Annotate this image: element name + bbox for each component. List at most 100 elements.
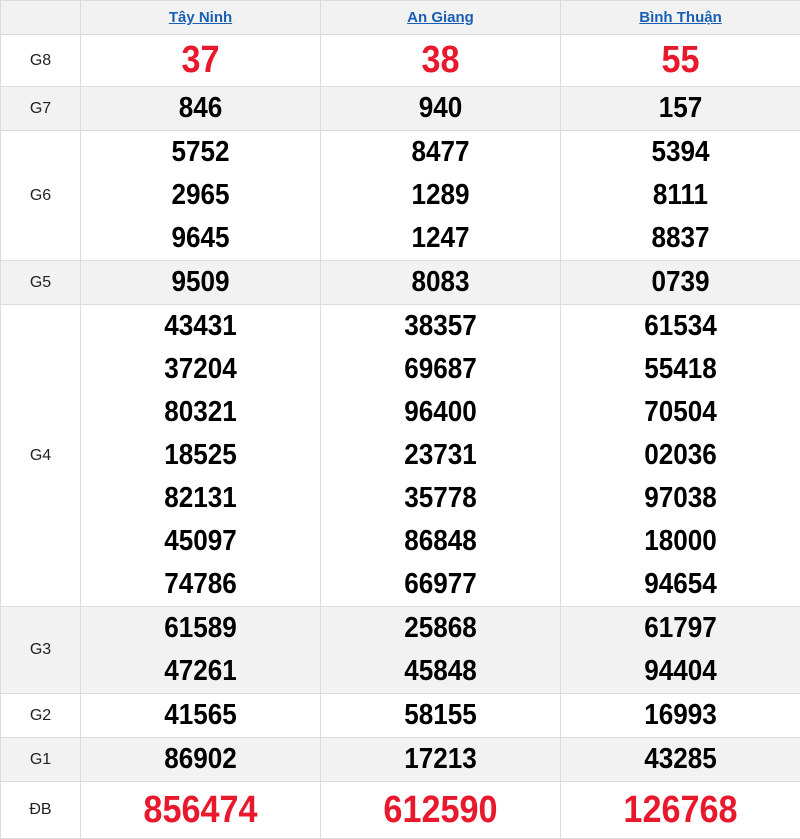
prize-row-g1: G1 86902 17213 43285: [1, 738, 800, 782]
prize-label: G1: [1, 738, 81, 782]
result-number: 5752: [93, 131, 308, 174]
result-number: 9509: [93, 261, 308, 304]
result-number: 43285: [573, 738, 788, 781]
result-number: 61589: [93, 607, 308, 650]
result-number: 82131: [93, 477, 308, 520]
result-number: 94404: [573, 650, 788, 693]
result-number: 96400: [333, 391, 548, 434]
prize-label: G3: [1, 607, 81, 694]
province-link-binh-thuan[interactable]: Bình Thuận: [639, 9, 722, 26]
result-number: 70504: [573, 391, 788, 434]
result-cell: 17213: [321, 738, 561, 782]
result-number: 86848: [333, 520, 548, 563]
prize-label: G7: [1, 87, 81, 131]
result-number: 8477: [333, 131, 548, 174]
result-number: 97038: [573, 477, 788, 520]
result-number: 0739: [573, 261, 788, 304]
prize-label: G5: [1, 261, 81, 305]
result-cell: 86902: [81, 738, 321, 782]
result-number: 16993: [573, 694, 788, 737]
result-number: 55: [573, 35, 788, 86]
result-cell: 43285: [561, 738, 800, 782]
result-number: 41565: [93, 694, 308, 737]
result-number: 66977: [333, 563, 548, 606]
result-number: 856474: [93, 782, 308, 838]
result-number: 80321: [93, 391, 308, 434]
result-number: 47261: [93, 650, 308, 693]
result-cell: 37: [81, 35, 321, 87]
result-number: 612590: [333, 782, 548, 838]
result-number: 25868: [333, 607, 548, 650]
result-number: 2965: [93, 174, 308, 217]
result-cell: 856474: [81, 782, 321, 839]
result-number: 69687: [333, 348, 548, 391]
result-cell: 38: [321, 35, 561, 87]
result-number: 02036: [573, 434, 788, 477]
result-cell: 16993: [561, 694, 800, 738]
result-number: 37204: [93, 348, 308, 391]
result-number: 18525: [93, 434, 308, 477]
result-number: 9645: [93, 217, 308, 260]
result-number: 846: [93, 87, 308, 130]
province-header: Tây Ninh: [81, 1, 321, 35]
province-link-tay-ninh[interactable]: Tây Ninh: [169, 9, 232, 26]
header-row: Tây Ninh An Giang Bình Thuận: [1, 1, 800, 35]
result-number: 1247: [333, 217, 548, 260]
result-cell: 8083: [321, 261, 561, 305]
result-number: 86902: [93, 738, 308, 781]
province-header: An Giang: [321, 1, 561, 35]
result-number: 43431: [93, 305, 308, 348]
result-number: 17213: [333, 738, 548, 781]
result-cell: 940: [321, 87, 561, 131]
result-number: 45097: [93, 520, 308, 563]
result-number: 23731: [333, 434, 548, 477]
result-cell: 612590: [321, 782, 561, 839]
result-number: 157: [573, 87, 788, 130]
result-number: 37: [93, 35, 308, 86]
result-cell: 126768: [561, 782, 800, 839]
prize-label: G6: [1, 131, 81, 261]
result-number: 61797: [573, 607, 788, 650]
result-number: 58155: [333, 694, 548, 737]
province-header: Bình Thuận: [561, 1, 800, 35]
result-number: 5394: [573, 131, 788, 174]
province-link-an-giang[interactable]: An Giang: [407, 9, 474, 26]
prize-label: G2: [1, 694, 81, 738]
result-number: 8111: [573, 174, 788, 217]
result-number: 8837: [573, 217, 788, 260]
result-cell: 41565: [81, 694, 321, 738]
prize-row-g2: G2 41565 58155 16993: [1, 694, 800, 738]
result-number: 61534: [573, 305, 788, 348]
prize-row-g7: G7 846 940 157: [1, 87, 800, 131]
result-number: 8083: [333, 261, 548, 304]
prize-column-header: [1, 1, 81, 35]
result-cell: 0739: [561, 261, 800, 305]
result-number: 38: [333, 35, 548, 86]
result-cell: 58155: [321, 694, 561, 738]
prize-label: G8: [1, 35, 81, 87]
prize-label: ĐB: [1, 782, 81, 839]
result-cell: 157: [561, 87, 800, 131]
result-cell: 846: [81, 87, 321, 131]
result-number: 35778: [333, 477, 548, 520]
prize-label: G4: [1, 305, 81, 607]
result-number: 74786: [93, 563, 308, 606]
result-number: 1289: [333, 174, 548, 217]
result-number: 940: [333, 87, 548, 130]
result-number: 45848: [333, 650, 548, 693]
result-cell: 55: [561, 35, 800, 87]
